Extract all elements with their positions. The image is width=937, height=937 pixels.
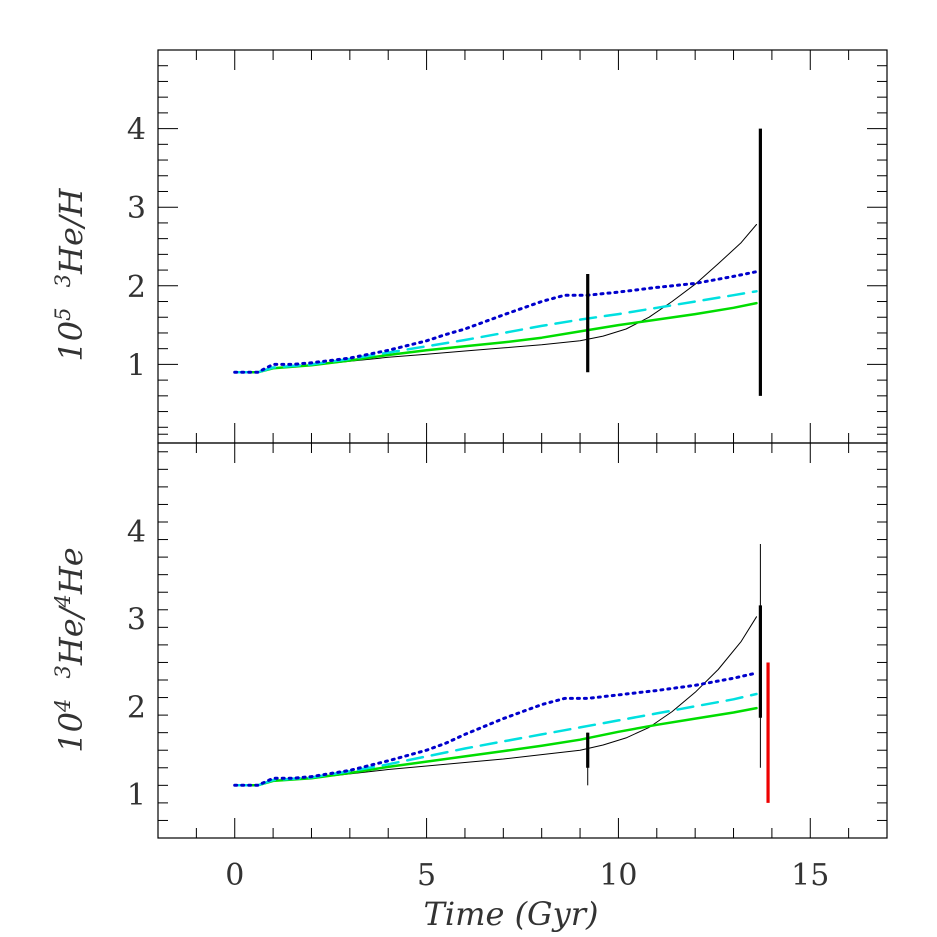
panel-frame — [157, 442, 888, 839]
top-y-axis-title: 105 3He/H — [51, 187, 90, 361]
series-line-solid — [233, 706, 758, 787]
series-line-solid — [233, 301, 758, 374]
y-tick-label: 1 — [127, 348, 146, 383]
x-tick-label: 5 — [417, 858, 436, 893]
top-panel: 1 2 3 4 — [127, 49, 888, 444]
series-line-dotted — [233, 270, 758, 374]
y-tick-label: 2 — [127, 270, 146, 305]
x-tick-label: 15 — [791, 858, 829, 893]
y-tick-label: 4 — [127, 515, 146, 550]
x-axis-title: Time (Gyr) — [424, 895, 599, 933]
bottom-y-axis-title: 104 3He/4He — [51, 547, 90, 752]
y-tick-label: 3 — [127, 603, 146, 638]
y-tick-label: 4 — [127, 113, 146, 148]
bottom-panel: 1 2 3 4 0 5 10 15 — [127, 433, 888, 893]
series-line-dotted — [233, 671, 758, 787]
series-line-solid-thin — [234, 616, 757, 786]
x-tick-label: 10 — [599, 858, 637, 893]
panel-frame — [157, 49, 888, 444]
x-tick-label: 0 — [225, 858, 244, 893]
y-tick-label: 1 — [127, 778, 146, 813]
series-line-dashed — [233, 290, 758, 374]
y-tick-label: 3 — [127, 191, 146, 226]
series-line-solid-thin — [234, 224, 757, 373]
series-line-dashed — [233, 692, 758, 787]
y-tick-label: 2 — [127, 690, 146, 725]
